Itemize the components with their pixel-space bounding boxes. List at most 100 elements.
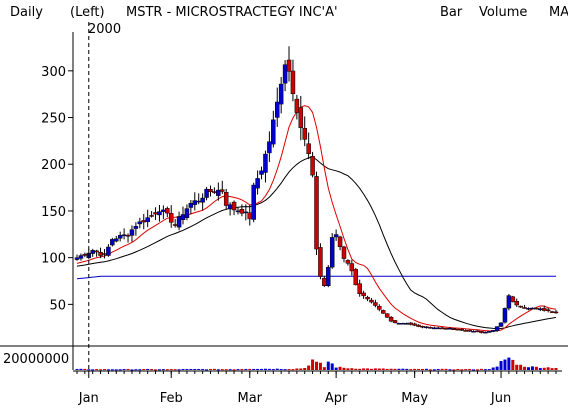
candle — [94, 249, 99, 257]
candle — [235, 207, 241, 215]
candle-up — [400, 322, 406, 325]
candle — [483, 331, 488, 334]
candle-down — [369, 299, 374, 303]
volume-bar — [322, 367, 326, 370]
candle — [255, 170, 260, 195]
candle-up — [204, 188, 209, 198]
candle-down — [459, 329, 465, 331]
candle-down — [345, 260, 351, 264]
candle — [545, 307, 551, 313]
volume-bar — [527, 367, 531, 370]
volume-bar — [154, 369, 158, 371]
volume-bar — [173, 369, 177, 371]
candle — [392, 320, 398, 324]
candle-down — [302, 127, 307, 140]
candle — [396, 322, 402, 325]
year-label: 2000 — [88, 22, 121, 37]
candle — [180, 206, 186, 225]
month-label: Feb — [160, 391, 183, 406]
candle-down — [149, 215, 154, 217]
volume-bar — [157, 369, 161, 371]
volume-bar — [197, 369, 201, 371]
candle — [329, 233, 335, 269]
candle-down — [306, 143, 311, 155]
volume-bar — [530, 366, 534, 370]
scale-side-label: (Left) — [70, 5, 105, 20]
volume-bar — [256, 368, 260, 370]
candle-up — [200, 197, 205, 203]
candle — [78, 253, 84, 261]
candle-up — [137, 221, 143, 225]
candle — [141, 213, 146, 230]
candle-down — [318, 247, 323, 277]
volume-bar — [523, 366, 527, 370]
candle-up — [502, 308, 508, 323]
legend-volume[interactable]: Volume — [479, 5, 527, 20]
volume-bar — [91, 369, 95, 371]
volume-bar — [468, 368, 472, 370]
candle-up — [494, 326, 500, 331]
volume-bar — [267, 368, 271, 370]
candle — [216, 182, 221, 201]
volume-bar — [483, 369, 487, 371]
candle-up — [90, 250, 95, 254]
candle-down — [514, 301, 519, 306]
volume-bar — [118, 369, 122, 371]
candle-down — [361, 292, 366, 297]
candle-down — [510, 296, 516, 303]
volume-bar — [193, 368, 197, 370]
volume-bar — [554, 367, 558, 370]
candle-down — [475, 330, 480, 333]
volume-bar — [232, 369, 236, 371]
candle-down — [290, 70, 296, 95]
month-label: Apr — [325, 391, 348, 406]
candle-up — [435, 327, 441, 330]
legend-bar[interactable]: Bar — [440, 5, 463, 20]
volume-bar — [87, 369, 91, 371]
candle-up — [196, 200, 201, 203]
volume-bar — [534, 366, 538, 370]
volume-bar — [106, 369, 110, 371]
candle — [106, 244, 111, 257]
candle — [479, 330, 484, 334]
volume-bar — [338, 366, 342, 370]
volume-bar — [224, 369, 228, 371]
volume-bar — [201, 369, 205, 371]
volume-bar — [330, 363, 334, 370]
volume-bar — [346, 368, 350, 370]
candle — [553, 310, 559, 314]
volume-bar — [220, 369, 224, 371]
candle-down — [392, 320, 398, 323]
candle — [188, 199, 194, 215]
volume-bar — [260, 368, 264, 370]
volume-bar — [212, 368, 216, 370]
candle-up — [133, 226, 139, 229]
candle — [345, 259, 351, 266]
candle — [341, 245, 347, 263]
volume-bar — [138, 369, 142, 371]
candle-down — [310, 155, 315, 176]
volume-bar — [315, 361, 318, 370]
candle-down — [420, 325, 425, 328]
candle-down — [377, 306, 382, 310]
candle-down — [518, 305, 523, 308]
candle — [463, 329, 468, 332]
candle — [161, 205, 166, 220]
candle-down — [220, 189, 225, 192]
volume-bar — [460, 369, 464, 371]
candle-up — [526, 308, 531, 310]
ticker-title: MSTR - MICROSTRACTEGY INC'A' — [126, 5, 338, 20]
candle-down — [314, 176, 319, 250]
volume-bar — [181, 369, 185, 371]
candle — [192, 192, 198, 211]
volume-bar — [377, 368, 381, 370]
legend-ma[interactable]: MA — [549, 5, 568, 20]
candle — [149, 211, 154, 218]
candle-down — [349, 263, 355, 272]
candle — [373, 299, 378, 308]
volume-bar — [252, 368, 256, 370]
volume-bar — [436, 369, 440, 371]
candle-down — [455, 328, 461, 331]
candle-up — [121, 234, 127, 236]
volume-bar — [287, 369, 291, 371]
